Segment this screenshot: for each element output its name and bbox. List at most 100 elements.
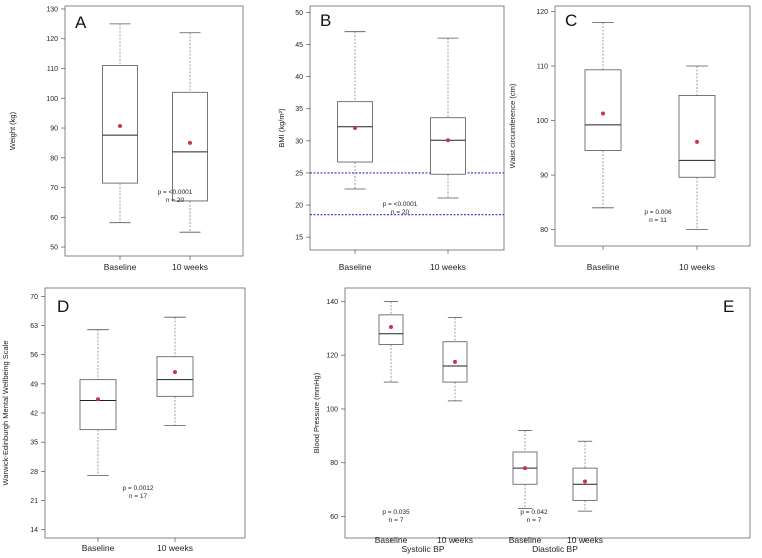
iqr-box (584, 69, 622, 151)
y-axis-label: Blood Pressure (mmHg) (312, 372, 321, 453)
y-tick-label: 56 (30, 352, 38, 359)
box-2: 10 weeks (678, 65, 716, 272)
y-tick-label: 63 (30, 323, 38, 330)
panel-b: 15 20 25 30 35 40 45 50 BMI (kg/m²) Baseline 10 we… (277, 5, 505, 272)
x-tick-label: Baseline (509, 535, 542, 545)
stat-annotation: p = 0.035 (382, 509, 410, 516)
iqr-box (156, 356, 194, 397)
y-tick-label: 14 (30, 527, 38, 534)
group-label: Diastolic BP (532, 544, 578, 554)
x-tick-label: Baseline (104, 262, 137, 272)
y-tick-label: 15 (295, 235, 303, 242)
y-tick-label: 70 (30, 294, 38, 301)
box-4: 10 weeks (567, 440, 603, 545)
panel-c: 80 90 100 110 120 Waist circumference (cm) Bas… (508, 5, 751, 272)
y-tick-label: 42 (30, 411, 38, 418)
group-label: Systolic BP (402, 544, 445, 554)
y-tick-label: 50 (50, 245, 58, 252)
y-tick-label: 130 (46, 6, 58, 13)
y-tick-label: 80 (50, 155, 58, 162)
y-tick-label: 45 (295, 42, 303, 49)
iqr-box (79, 379, 117, 431)
stat-annotation: p = <0.0001 (383, 201, 418, 208)
y-tick-label: 120 (536, 9, 548, 16)
panel-letter: D (57, 297, 69, 316)
y-tick-label: 100 (46, 96, 58, 103)
y-tick-label: 25 (295, 170, 303, 177)
y-tick-label: 120 (46, 36, 58, 43)
y-tick-label: 80 (540, 227, 548, 234)
mean-marker (353, 126, 357, 130)
y-tick-label: 28 (30, 469, 38, 476)
box-2: 10 weeks (430, 37, 466, 272)
mean-marker (188, 140, 192, 145)
stat-annotation: p = 0.0012 (123, 485, 154, 492)
stat-annotation: p = 0.006 (644, 209, 672, 216)
y-tick-label: 110 (537, 64, 548, 71)
iqr-box (337, 101, 373, 163)
y-tick-label: 35 (295, 106, 303, 113)
y-tick-label: 110 (47, 66, 58, 73)
y-axis-label: Waist circumference (cm) (508, 83, 517, 168)
x-tick-label: 10 weeks (679, 262, 715, 272)
x-tick-label: Baseline (82, 543, 115, 553)
y-tick-label: 20 (295, 203, 303, 210)
mean-marker (389, 324, 393, 329)
mean-marker (583, 479, 587, 484)
plot-frame (554, 5, 751, 247)
y-tick-label: 35 (30, 440, 38, 447)
iqr-box (378, 314, 404, 345)
box-1: Baseline (102, 23, 138, 272)
plot-frame (64, 5, 244, 257)
mean-marker (523, 466, 527, 471)
iqr-box (172, 91, 208, 202)
mean-marker (173, 370, 177, 375)
panel-a: 50 60 70 80 90 100 110 120 130 Weight (kg) Baselin… (8, 5, 244, 272)
mean-marker (601, 111, 605, 116)
plot-frame (44, 287, 246, 539)
plot-frame (344, 287, 751, 539)
stat-annotation: n = 20 (166, 197, 185, 204)
panel-e: 60 80 100 120 140 Blood Pressure (mmHg) Baseli… (312, 287, 751, 554)
y-tick-label: 40 (295, 74, 303, 81)
panel-letter: A (75, 13, 87, 32)
y-tick-label: 21 (30, 498, 38, 505)
y-tick-label: 60 (50, 215, 58, 222)
mean-marker (118, 123, 122, 128)
panel-letter: B (320, 11, 331, 30)
box-2: 10 weeks (437, 317, 473, 545)
box-1: Baseline (337, 31, 373, 272)
panel-d: 14 21 28 35 42 49 56 63 70 Warwick-Edinburgh Ment… (1, 287, 246, 553)
y-tick-label: 120 (326, 353, 338, 360)
stat-annotation: n = 7 (527, 517, 542, 524)
mean-marker (453, 359, 457, 364)
box-3: Baseline (509, 430, 542, 545)
iqr-box (430, 117, 466, 175)
mean-marker (446, 138, 450, 143)
y-tick-label: 60 (330, 514, 338, 521)
x-tick-label: 10 weeks (172, 262, 208, 272)
y-tick-label: 49 (30, 381, 38, 388)
y-tick-label: 90 (50, 126, 58, 133)
y-tick-label: 70 (50, 185, 58, 192)
x-tick-label: 10 weeks (437, 535, 473, 545)
y-axis-label: Weight (kg) (8, 111, 17, 150)
y-axis-label: BMI (kg/m²) (277, 108, 286, 148)
x-tick-label: 10 weeks (157, 543, 193, 553)
stat-annotation: n = 11 (649, 217, 667, 224)
panel-letter: E (723, 297, 734, 316)
box-1: Baseline (584, 21, 622, 272)
x-tick-label: Baseline (375, 535, 408, 545)
box-1: Baseline (375, 301, 408, 545)
stat-annotation: n = 7 (389, 517, 404, 524)
x-tick-label: Baseline (587, 262, 620, 272)
stat-annotation: p = 0.042 (520, 509, 548, 516)
box-2: 10 weeks (156, 316, 194, 553)
x-tick-label: 10 weeks (430, 262, 466, 272)
x-tick-label: Baseline (339, 262, 372, 272)
mean-marker (96, 397, 100, 402)
y-tick-label: 80 (330, 460, 338, 467)
iqr-box (678, 95, 716, 178)
panel-letter: C (565, 11, 577, 30)
